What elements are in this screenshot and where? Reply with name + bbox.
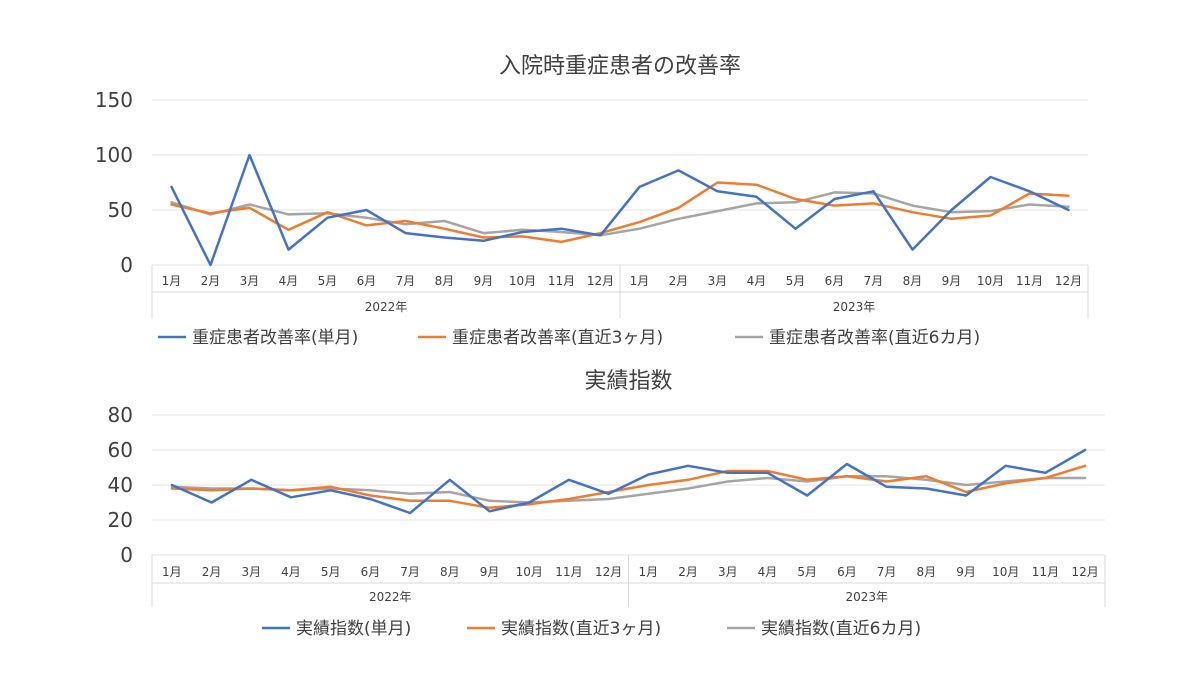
x-tick-label: 11月: [548, 274, 575, 288]
legend-item-3: 重症患者改善率(直近6カ月): [735, 328, 980, 348]
year-group-label: 2022年: [369, 590, 412, 604]
x-tick-label: 5月: [786, 274, 806, 288]
x-tick-label: 7月: [396, 274, 416, 288]
series-line-3: [170, 475, 1087, 504]
x-tick-label: 7月: [877, 565, 897, 579]
y-tick-label: 80: [108, 403, 133, 427]
x-tick-label: 10月: [509, 274, 536, 288]
chart-1: 入院時重症患者の改善率 0 50 100 150 1月 2月 3月 4月 5月 6月 7月 8月 9月 10…: [95, 54, 1089, 348]
legend-label: 実績指数(単月): [296, 619, 411, 639]
x-tick-label: 8月: [903, 274, 923, 288]
x-tick-label: 3月: [241, 565, 261, 579]
legend-item-1: 実績指数(単月): [262, 619, 411, 639]
x-tick-label: 5月: [797, 565, 817, 579]
x-tick-label: 10月: [977, 274, 1004, 288]
x-tick-label: 4月: [281, 565, 301, 579]
x-tick-label: 12月: [595, 565, 622, 579]
year-group-label: 2023年: [833, 300, 876, 314]
x-tick-label: 6月: [361, 565, 381, 579]
x-tick-label: 12月: [1072, 565, 1099, 579]
x-tick-label: 9月: [480, 565, 500, 579]
x-tick-label: 10月: [992, 565, 1019, 579]
x-tick-label: 10月: [516, 565, 543, 579]
x-tick-label: 1月: [630, 274, 650, 288]
x-tick-label: 4月: [747, 274, 767, 288]
x-tick-label: 1月: [162, 274, 182, 288]
x-tick-label: 2月: [678, 565, 698, 579]
x-tick-label: 1月: [162, 565, 182, 579]
y-tick-label: 40: [108, 473, 133, 497]
chart-2: 実績指数 0 20 40 60 80 1月 2月 3月 4月 5月 6月 7月 8月 9月 10月 11月 12月…: [108, 369, 1106, 639]
x-tick-label: 2月: [669, 274, 689, 288]
y-tick-label: 0: [120, 543, 133, 567]
x-tick-label: 7月: [400, 565, 420, 579]
legend-label: 実績指数(直近3ヶ月): [501, 619, 661, 639]
x-tick-label: 9月: [956, 565, 976, 579]
x-tick-label: 5月: [321, 565, 341, 579]
series-line-1: [170, 153, 1070, 267]
y-tick-label: 50: [108, 198, 133, 222]
x-tick-label: 9月: [474, 274, 494, 288]
x-tick-label: 12月: [1055, 274, 1082, 288]
x-tick-label: 11月: [1032, 565, 1059, 579]
legend-label: 重症患者改善率(直近6カ月): [769, 328, 980, 348]
x-tick-label: 2月: [201, 274, 221, 288]
chart-title: 入院時重症患者の改善率: [499, 54, 741, 79]
year-group-label: 2022年: [365, 300, 408, 314]
x-tick-label: 11月: [555, 565, 582, 579]
year-group-label: 2023年: [845, 590, 888, 604]
x-tick-label: 4月: [758, 565, 778, 579]
x-tick-label: 6月: [825, 274, 845, 288]
series-line-3: [170, 191, 1070, 237]
x-tick-label: 11月: [1016, 274, 1043, 288]
x-tick-label: 8月: [916, 565, 936, 579]
series-line-2: [170, 464, 1087, 510]
x-tick-label: 4月: [279, 274, 299, 288]
x-tick-label: 6月: [837, 565, 857, 579]
legend-item-3: 実績指数(直近6カ月): [727, 619, 921, 639]
legend-label: 重症患者改善率(単月): [192, 328, 358, 348]
y-tick-label: 60: [108, 438, 133, 462]
y-tick-label: 20: [108, 508, 133, 532]
x-tick-label: 1月: [639, 565, 659, 579]
x-tick-label: 12月: [587, 274, 614, 288]
y-tick-label: 150: [95, 88, 133, 112]
x-tick-label: 3月: [240, 274, 260, 288]
legend-label: 実績指数(直近6カ月): [761, 619, 921, 639]
x-tick-label: 2月: [202, 565, 222, 579]
chart-title: 実績指数: [584, 369, 672, 394]
y-tick-label: 0: [120, 253, 133, 277]
legend-item-2: 重症患者改善率(直近3ヶ月): [418, 328, 663, 348]
x-tick-label: 3月: [708, 274, 728, 288]
series-line-1: [170, 448, 1087, 515]
legend-label: 重症患者改善率(直近3ヶ月): [452, 328, 663, 348]
legend-item-1: 重症患者改善率(単月): [158, 328, 358, 348]
x-tick-label: 8月: [435, 274, 455, 288]
x-tick-label: 5月: [318, 274, 338, 288]
x-tick-label: 8月: [440, 565, 460, 579]
legend-item-2: 実績指数(直近3ヶ月): [467, 619, 661, 639]
x-tick-label: 3月: [718, 565, 738, 579]
x-tick-label: 6月: [357, 274, 377, 288]
y-tick-label: 100: [95, 143, 133, 167]
x-tick-label: 7月: [864, 274, 884, 288]
series-line-2: [170, 181, 1070, 244]
x-tick-label: 9月: [942, 274, 962, 288]
